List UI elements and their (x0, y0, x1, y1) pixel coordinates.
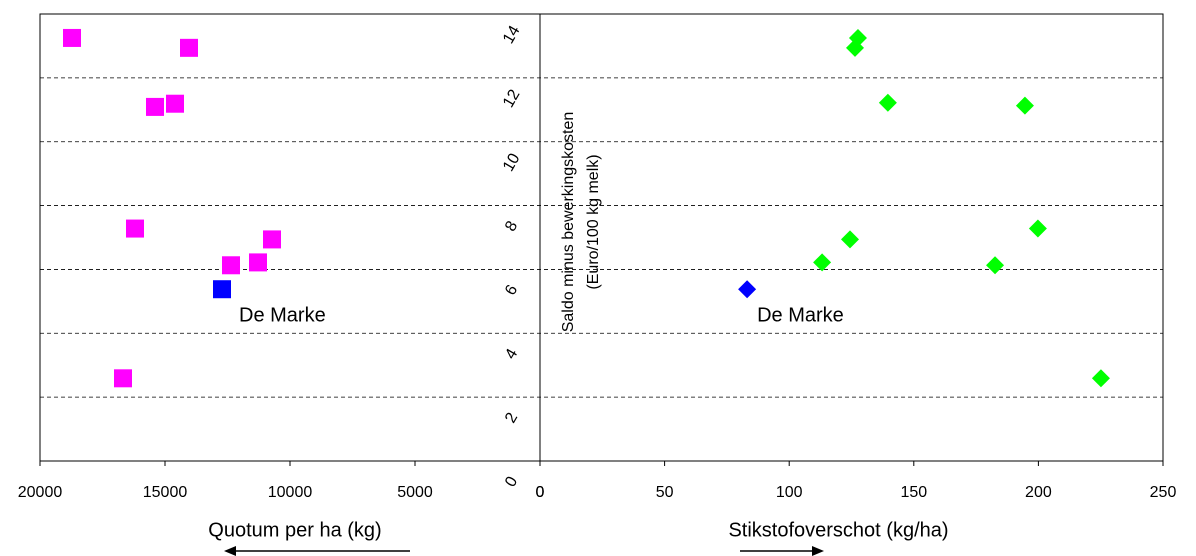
point (63, 28, 81, 47)
x-tick-label: 15000 (143, 484, 188, 501)
annotation: De Marke (757, 305, 844, 327)
point (1091, 369, 1110, 388)
arrow-left-head (224, 546, 236, 556)
point (841, 230, 860, 249)
point (126, 219, 144, 238)
y-axis-label: (Euro/100 kg melk) (585, 154, 602, 289)
point (114, 369, 132, 388)
y-tick-label: 8 (502, 218, 521, 234)
x-tick-label: 150 (900, 484, 927, 501)
point (878, 93, 897, 112)
x-tick-label: 20000 (18, 484, 63, 501)
point (166, 94, 184, 113)
x-tick-label: 5000 (397, 484, 433, 501)
y-tick-label: 0 (502, 474, 521, 490)
x-tick-label: 250 (1150, 484, 1177, 501)
point (986, 256, 1005, 275)
point (738, 280, 757, 299)
point (213, 280, 231, 299)
point (813, 253, 832, 272)
point (263, 230, 281, 249)
y-tick-label: 14 (500, 23, 524, 47)
point (1028, 219, 1047, 238)
y-tick-label: 2 (502, 410, 521, 426)
y-axis-label: Saldo minus bewerkingskosten (560, 112, 577, 333)
y-tick-label: 4 (502, 346, 521, 362)
point (222, 256, 240, 275)
x-tick-label: 0 (536, 484, 545, 501)
y-tick-label: 12 (500, 87, 524, 111)
annotation: De Marke (239, 305, 326, 327)
point (180, 38, 198, 57)
plot-frame (39, 13, 1164, 462)
x-tick-label: 50 (656, 484, 674, 501)
point (845, 38, 864, 57)
x-axis-label: Quotum per ha (kg) (208, 519, 381, 541)
point (1015, 96, 1034, 115)
x-axis-label: Stikstofoverschot (kg/ha) (728, 519, 948, 541)
x-tick-label: 0 (536, 484, 545, 501)
y-tick-label: 10 (500, 151, 524, 175)
point (146, 97, 164, 116)
x-tick-label: 200 (1025, 484, 1052, 501)
y-tick-label: 6 (502, 282, 521, 298)
x-tick-label: 10000 (268, 484, 313, 501)
arrow-right-head (812, 546, 824, 556)
x-tick-label: 100 (776, 484, 803, 501)
point (249, 253, 267, 272)
